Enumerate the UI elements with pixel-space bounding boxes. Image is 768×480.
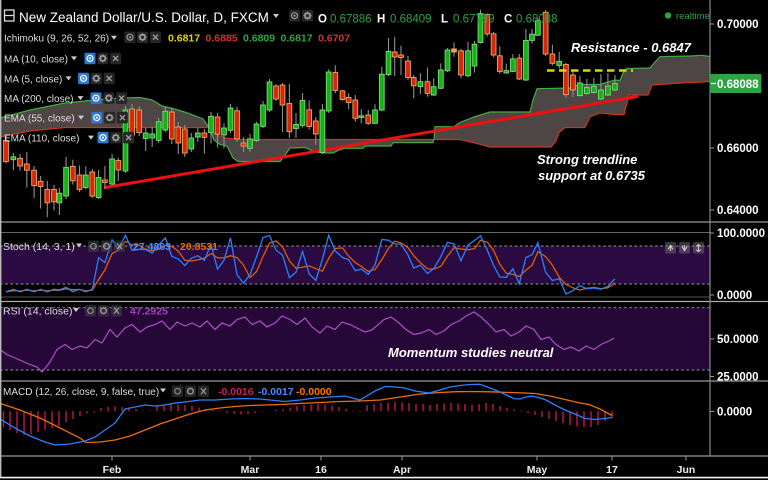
svg-text:0.6707: 0.6707	[318, 33, 350, 45]
svg-text:MA (10, close): MA (10, close)	[4, 54, 68, 65]
svg-text:Strong trendline: Strong trendline	[537, 152, 637, 167]
svg-text:47.2925: 47.2925	[130, 306, 168, 318]
svg-text:New Zealand Dollar/U.S. Dollar: New Zealand Dollar/U.S. Dollar, D, FXCM	[19, 10, 269, 25]
svg-text:Momentum studies neutral: Momentum studies neutral	[388, 345, 554, 360]
svg-text:C: C	[504, 14, 512, 26]
svg-text:50.0000: 50.0000	[717, 334, 759, 346]
svg-text:Mar: Mar	[241, 464, 260, 476]
svg-text:0.68088: 0.68088	[516, 14, 558, 26]
svg-text:H: H	[377, 14, 385, 26]
svg-text:0.68088: 0.68088	[717, 79, 759, 91]
svg-text:Jun: Jun	[677, 464, 696, 476]
svg-text:support at 0.6735: support at 0.6735	[538, 168, 646, 183]
svg-text:MACD (12, 26, close, 9, false,: MACD (12, 26, close, 9, false, true)	[3, 387, 159, 398]
svg-text:0.64000: 0.64000	[717, 205, 759, 217]
svg-text:MA (5, close): MA (5, close)	[4, 74, 62, 85]
svg-text:EMA (110, close): EMA (110, close)	[4, 134, 79, 145]
svg-text:27.4863: 27.4863	[133, 241, 171, 253]
svg-text:May: May	[527, 464, 548, 476]
svg-text:0.6885: 0.6885	[206, 33, 238, 45]
svg-text:Feb: Feb	[103, 464, 122, 476]
svg-text:25.0000: 25.0000	[717, 372, 759, 384]
svg-text:0.6817: 0.6817	[168, 33, 200, 45]
svg-text:Resistance - 0.6847: Resistance - 0.6847	[571, 40, 692, 55]
svg-text:0.70000: 0.70000	[717, 19, 759, 31]
svg-text:0.66000: 0.66000	[717, 143, 759, 155]
svg-text:L: L	[441, 14, 448, 26]
svg-text:RSI (14, close): RSI (14, close)	[3, 306, 72, 318]
svg-text:-0.0016: -0.0016	[218, 386, 254, 398]
svg-text:16: 16	[315, 464, 327, 476]
svg-text:0.0000: 0.0000	[717, 290, 752, 302]
svg-text:17: 17	[606, 464, 618, 476]
svg-text:0.0000: 0.0000	[717, 407, 752, 419]
svg-text:Apr: Apr	[393, 464, 411, 476]
svg-text:realtime: realtime	[676, 11, 710, 22]
svg-text:0.6817: 0.6817	[281, 33, 313, 45]
svg-text:O: O	[318, 14, 327, 26]
svg-text:-0.0000: -0.0000	[296, 386, 332, 398]
svg-text:MA (200, close): MA (200, close)	[4, 94, 73, 105]
svg-text:100.0000: 100.0000	[717, 228, 765, 240]
svg-text:Stoch (14, 3, 1): Stoch (14, 3, 1)	[3, 241, 75, 253]
svg-text:0.68409: 0.68409	[390, 14, 432, 26]
svg-text:0.67789: 0.67789	[453, 14, 495, 26]
svg-text:EMA (55, close): EMA (55, close)	[4, 114, 75, 125]
svg-text:0.6809: 0.6809	[243, 33, 275, 45]
svg-text:Ichimoku (9, 26, 52, 26): Ichimoku (9, 26, 52, 26)	[4, 34, 109, 45]
svg-text:20.8531: 20.8531	[180, 241, 218, 253]
svg-text:-0.0017: -0.0017	[258, 386, 294, 398]
svg-text:0.67886: 0.67886	[330, 14, 372, 26]
